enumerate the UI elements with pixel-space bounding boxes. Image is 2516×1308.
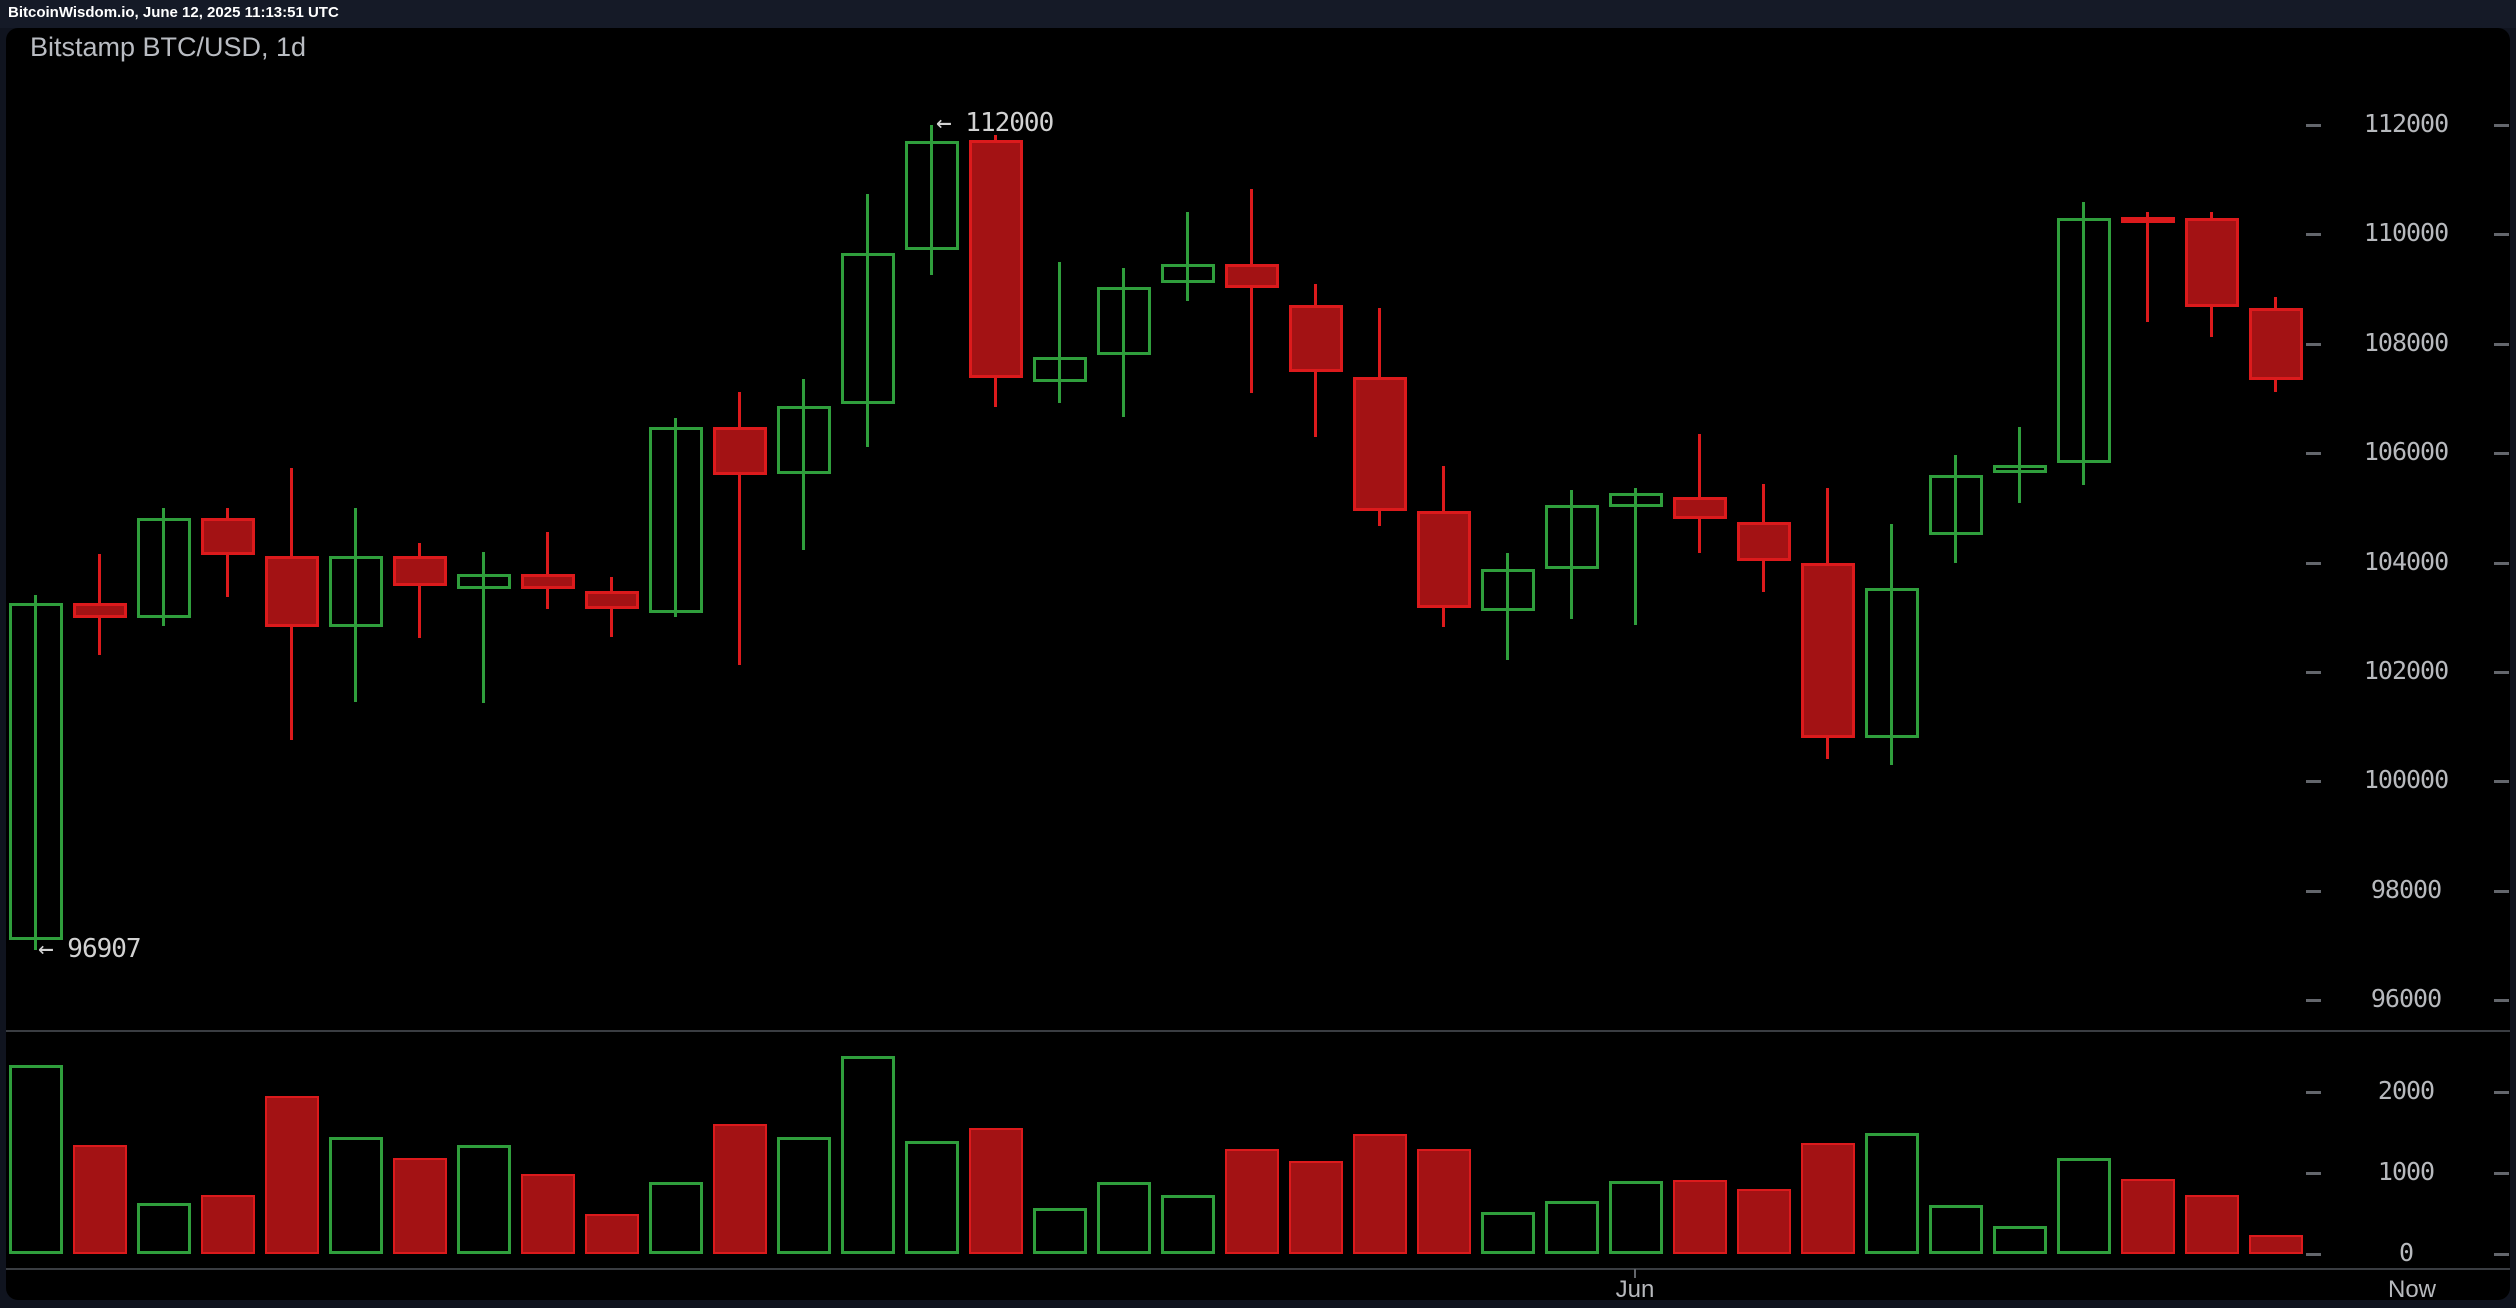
header-title: BitcoinWisdom.io, June 12, 2025 11:13:51… <box>8 4 339 21</box>
chart-panel[interactable]: Bitstamp BTC/USD, 1d <box>6 28 2510 1300</box>
chart-title: Bitstamp BTC/USD, 1d <box>30 32 307 62</box>
header-bar: BitcoinWisdom.io, June 12, 2025 11:13:51… <box>0 0 2516 28</box>
